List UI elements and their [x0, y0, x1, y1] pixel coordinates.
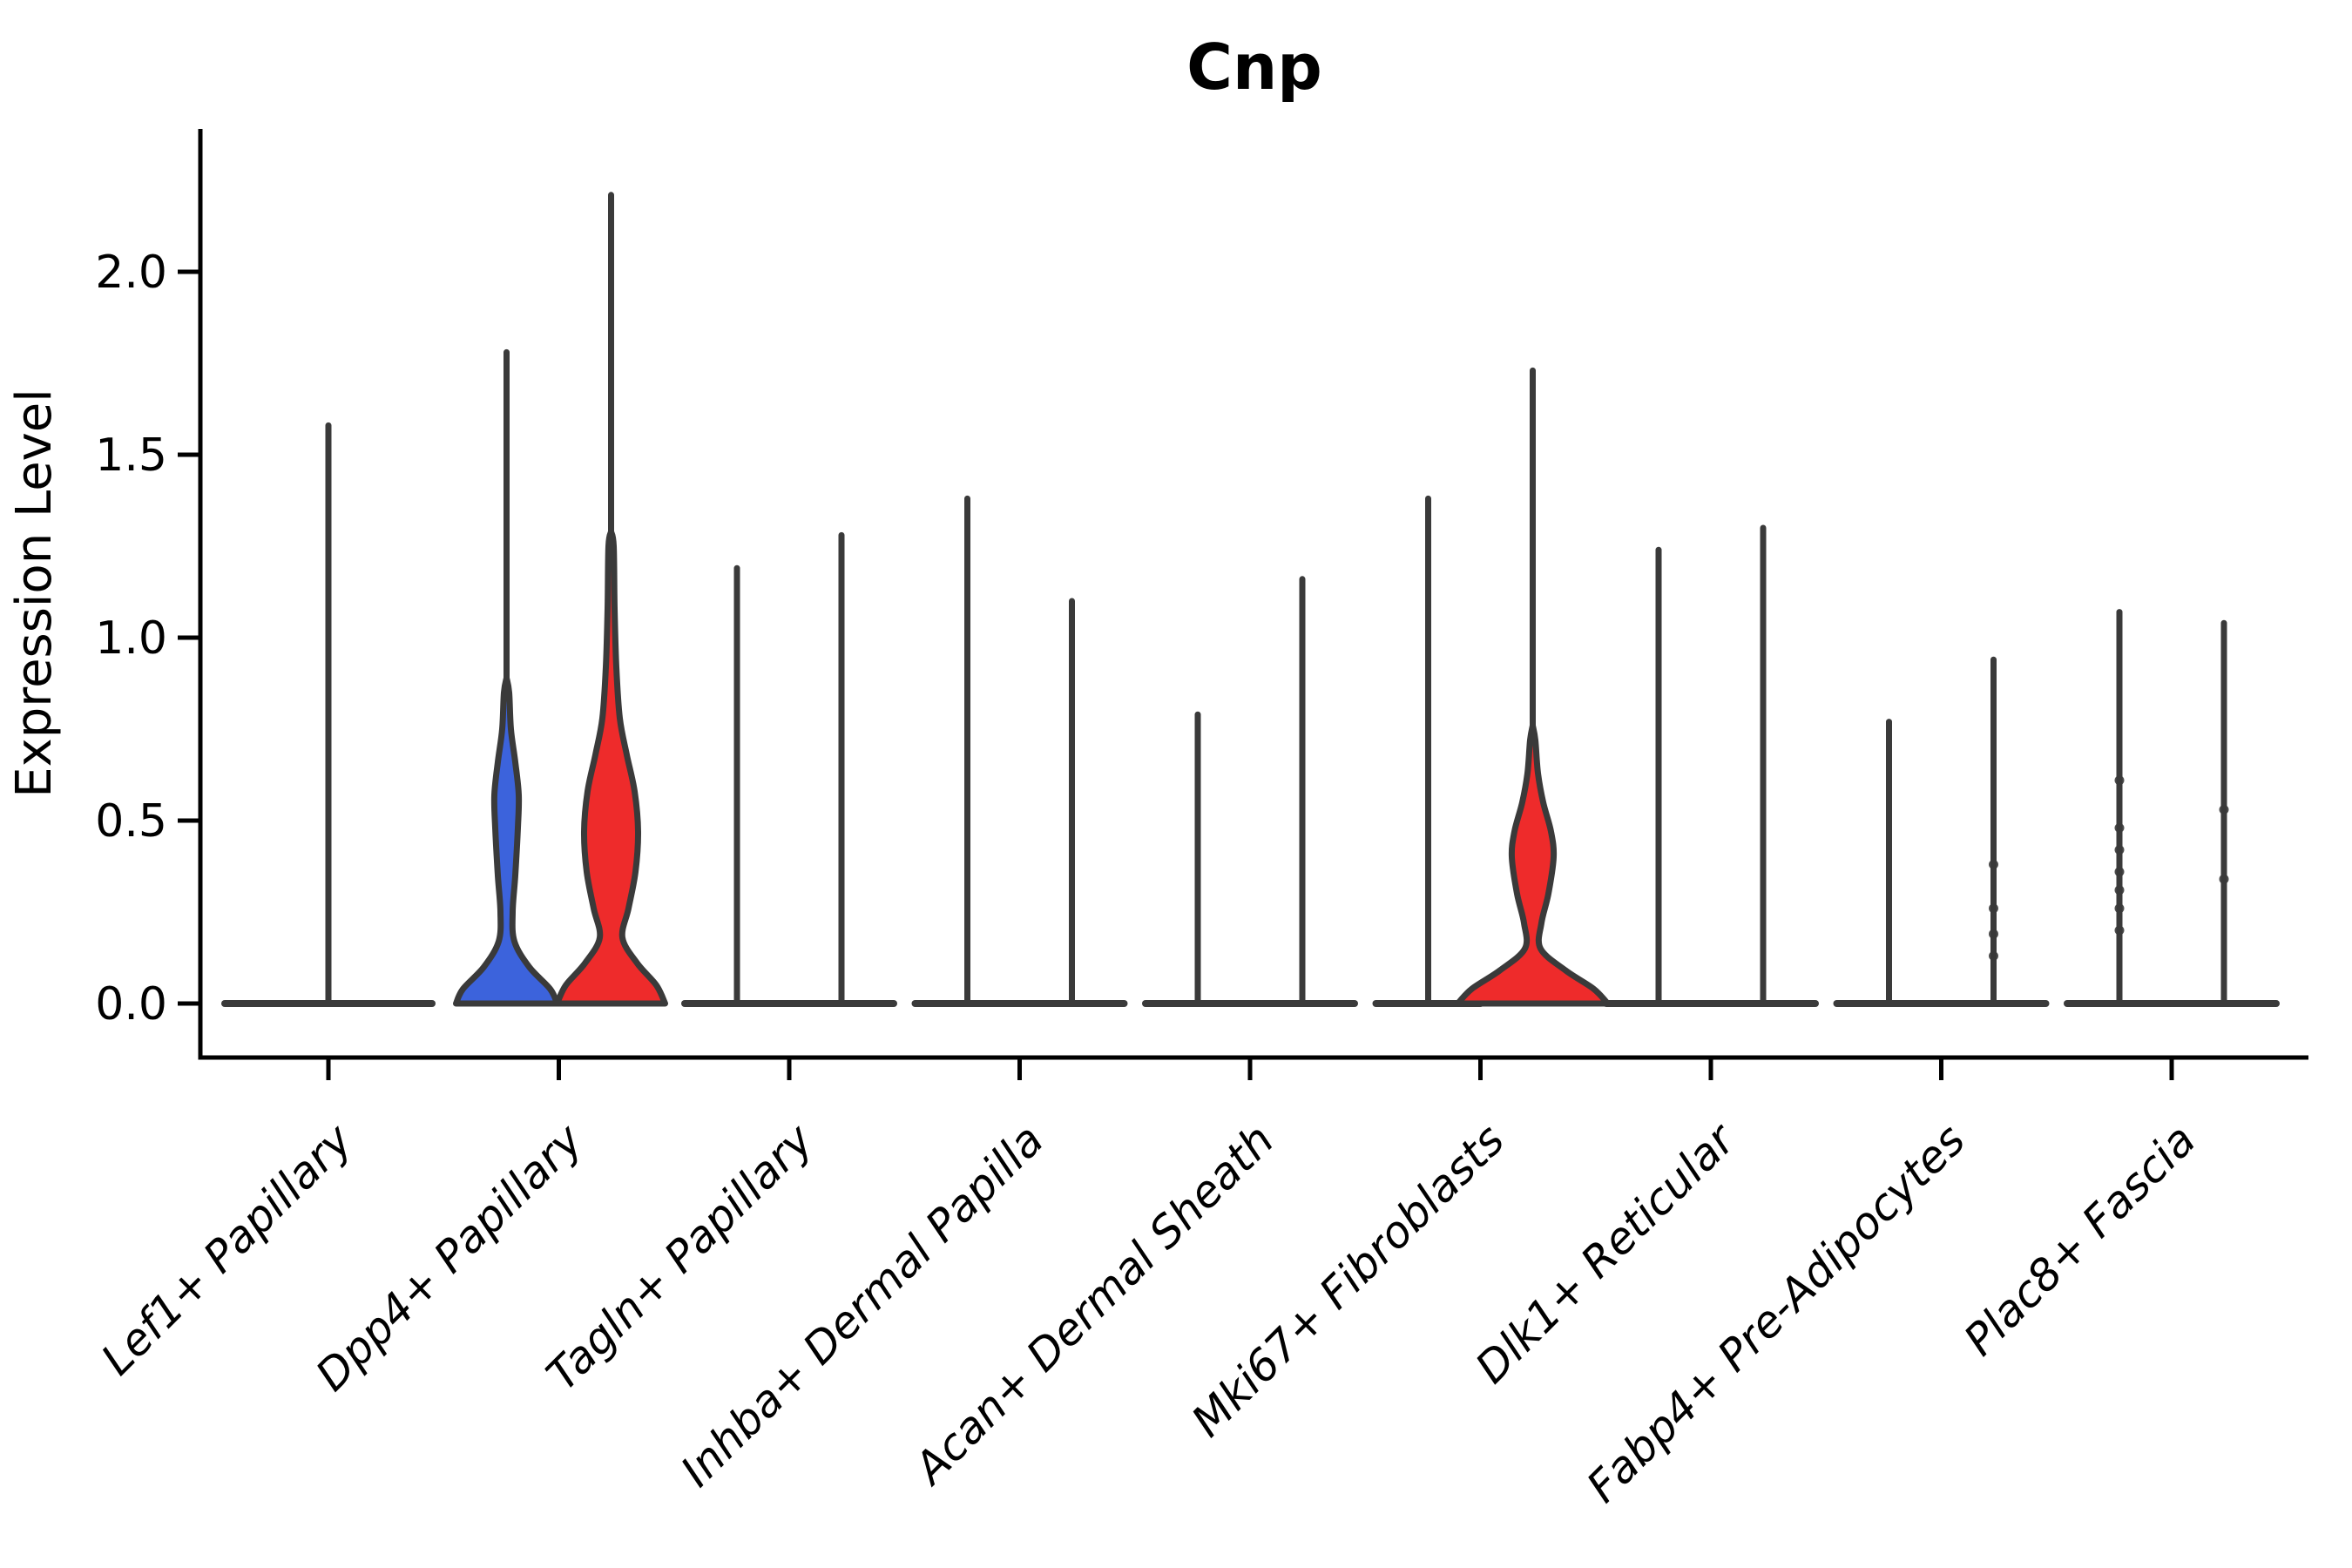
jitter-point	[1989, 903, 1998, 914]
jitter-point	[2114, 845, 2125, 855]
jitter-point	[2219, 874, 2229, 884]
jitter-point	[1989, 859, 1998, 869]
y-tick-label: 2.0	[95, 247, 167, 299]
x-tick-label: Lef1+ Papillary	[91, 1113, 362, 1384]
y-tick-label: 1.5	[95, 429, 167, 482]
jitter-point	[2114, 925, 2125, 936]
violin-body	[453, 674, 560, 1007]
jitter-point	[1989, 950, 1998, 961]
jitter-point	[2114, 822, 2125, 833]
jitter-point	[2114, 885, 2125, 896]
x-tick-label: Fabp4+ Pre-Adipocytes	[1577, 1114, 1975, 1512]
violin-body	[1455, 722, 1611, 1007]
y-tick-label: 1.0	[95, 612, 167, 665]
chart-title: Cnp	[1186, 30, 1322, 104]
y-tick-label: 0.0	[95, 978, 167, 1031]
x-tick-label: Inhba+ Dermal Papilla	[672, 1114, 1053, 1496]
jitter-point	[2114, 775, 2125, 786]
y-axis-label: Expression Level	[6, 389, 63, 798]
violin-layer	[221, 192, 2280, 1007]
x-tick-label: Plac8+ Fascia	[1955, 1114, 2206, 1365]
violin-body	[554, 528, 668, 1007]
y-tick-label: 0.5	[95, 795, 167, 848]
jitter-point	[2219, 804, 2229, 814]
jitter-point	[1989, 929, 1998, 939]
jitter-point	[2114, 867, 2125, 877]
jitter-point	[2114, 903, 2125, 914]
